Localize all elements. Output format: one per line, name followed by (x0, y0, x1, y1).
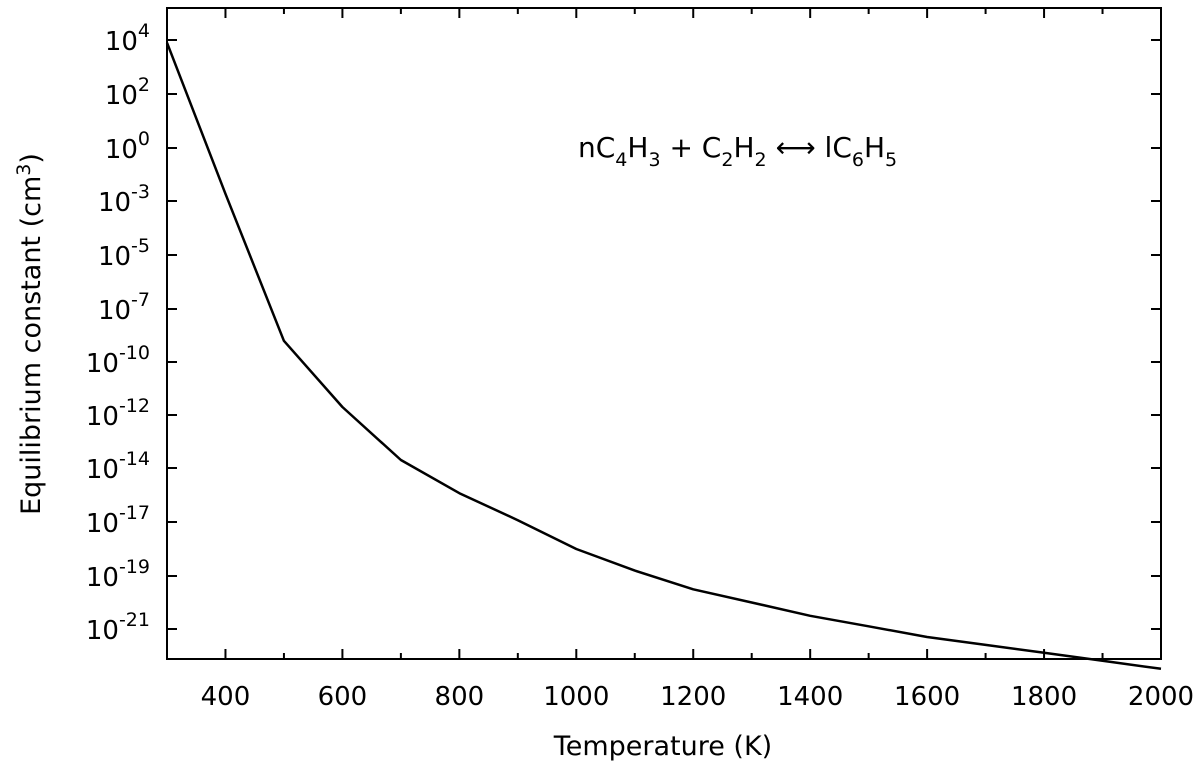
y-tick-label: 10-10 (86, 342, 150, 379)
y-tick-label: 10-12 (86, 395, 150, 432)
x-tick-label: 1600 (894, 682, 960, 712)
x-tick-label: 400 (201, 682, 251, 712)
x-axis-title: Temperature (K) (553, 731, 772, 762)
x-tick-label: 600 (318, 682, 368, 712)
y-tick-label: 100 (105, 128, 150, 165)
x-tick-label: 1800 (1011, 682, 1077, 712)
plot-frame (166, 7, 1162, 660)
y-tick-label: 10-3 (98, 181, 150, 218)
y-tick-label: 10-17 (86, 502, 150, 539)
y-tick-label: 10-14 (86, 448, 150, 485)
y-axis-title: Equilibrium constant (cm3) (13, 153, 47, 515)
x-tick-label: 800 (435, 682, 485, 712)
y-tick-label: 104 (105, 20, 150, 57)
x-tick-label: 1400 (777, 682, 843, 712)
reaction-annotation: nC4H3 + C2H2 ⟷ lC6H5 (578, 131, 897, 171)
series-line (165, 42, 1162, 671)
x-tick-label: 1000 (543, 682, 609, 712)
y-tick-label: 10-21 (86, 609, 150, 646)
x-tick-label: 1200 (660, 682, 726, 712)
y-tick-label: 10-7 (98, 289, 150, 326)
y-tick-label: 10-19 (86, 556, 150, 593)
y-tick-label: 10-5 (98, 235, 150, 272)
y-tick-label: 102 (105, 74, 150, 111)
x-tick-label: 2000 (1128, 682, 1194, 712)
